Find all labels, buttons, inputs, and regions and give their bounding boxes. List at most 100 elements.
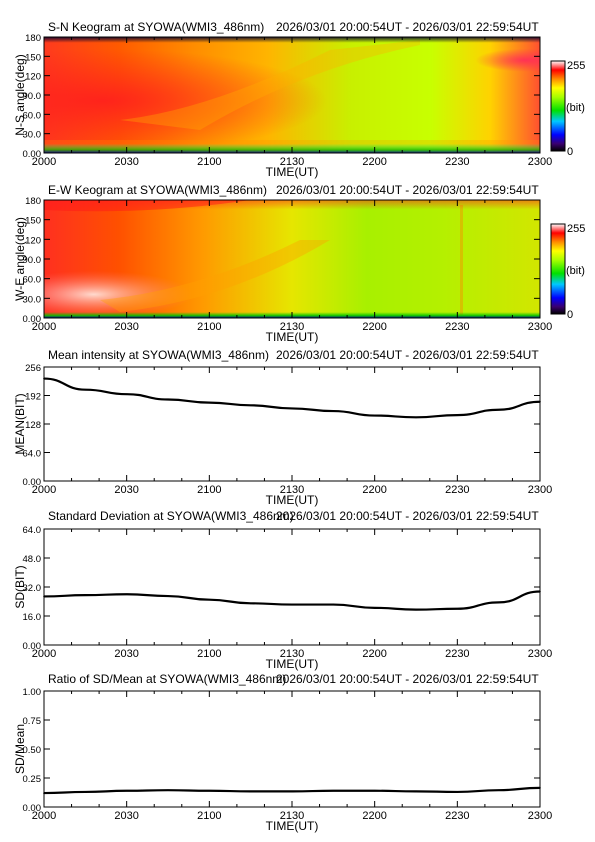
x-tick-label: 2230 (445, 321, 469, 333)
sn-keogram-image (44, 37, 540, 153)
sn-keogram-panel: S-N Keogram at SYOWA(WMI3_486nm) 2026/03… (13, 20, 585, 179)
x-tick-label: 2100 (197, 321, 221, 333)
y-tick-label: 180 (25, 33, 41, 44)
x-tick-label: 2200 (362, 321, 386, 333)
sn-keogram-subtitle: 2026/03/01 20:00:54UT - 2026/03/01 22:59… (276, 20, 539, 34)
data-point (373, 789, 376, 792)
y-axis-label: SD/Mean (13, 724, 27, 774)
y-tick-label: 0.00 (23, 803, 42, 814)
data-point (539, 787, 541, 789)
data-point (249, 602, 252, 605)
x-tick-label: 2030 (114, 810, 138, 822)
x-tick-label: 2000 (32, 156, 56, 168)
sn-colorbar-max: 255 (567, 60, 585, 72)
data-point (208, 598, 211, 601)
data-point (208, 789, 211, 792)
data-point (43, 377, 45, 380)
y-tick-label: 0.75 (23, 716, 42, 727)
data-point (167, 789, 169, 791)
data-point (497, 601, 500, 604)
y-tick-label: 48.0 (23, 554, 42, 565)
x-tick-label: 2300 (528, 156, 552, 168)
y-tick-label: 120 (25, 72, 41, 83)
x-tick-label: 2100 (197, 484, 221, 496)
ew-colorbar: 255 (bit) 0 (550, 223, 585, 321)
data-point (456, 414, 459, 416)
data-point (291, 790, 293, 793)
series-line (43, 786, 541, 795)
sd-plot-frame (43, 528, 541, 646)
x-tick-label: 2230 (445, 156, 469, 168)
data-point (208, 401, 211, 404)
data-point (332, 410, 335, 412)
y-tick-label: 32.0 (23, 583, 42, 594)
x-axis-label: TIME(UT) (266, 330, 319, 344)
data-point (415, 416, 417, 419)
x-tick-label: 2000 (32, 810, 56, 822)
y-tick-label: 150 (25, 52, 41, 63)
x-tick-label: 2100 (197, 810, 221, 822)
y-tick-label: 0.00 (23, 314, 42, 325)
data-point (497, 789, 500, 791)
series-line (43, 377, 541, 419)
data-point (332, 789, 335, 792)
y-tick-label: 60.0 (23, 110, 42, 121)
data-point (43, 595, 45, 598)
x-axis-label: TIME(UT) (266, 493, 319, 507)
data-point (539, 400, 541, 403)
x-tick-label: 2200 (362, 648, 386, 660)
y-tick-label: 16.0 (23, 612, 42, 623)
data-point (125, 593, 128, 596)
data-point (456, 791, 459, 793)
data-point (249, 790, 252, 793)
sn-colorbar-unit: (bit) (566, 102, 585, 114)
y-tick-label: 64.0 (23, 525, 42, 536)
x-tick-label: 2300 (528, 484, 552, 496)
x-tick-label: 2130 (280, 810, 304, 822)
ew-colorbar-unit: (bit) (566, 265, 585, 277)
y-tick-label: 120 (25, 235, 41, 246)
x-tick-label: 2200 (362, 810, 386, 822)
y-tick-label: 90.0 (23, 255, 42, 266)
ew-keogram-image (44, 200, 540, 318)
x-axis-label: TIME(UT) (266, 165, 319, 179)
y-axis-label: W-E angle(deg) (13, 217, 27, 301)
data-point (43, 792, 45, 794)
x-tick-label: 2000 (32, 648, 56, 660)
y-tick-label: 1.00 (23, 687, 42, 698)
x-tick-label: 2130 (280, 321, 304, 333)
y-tick-label: 128 (25, 420, 41, 431)
ratio-panel: Ratio of SD/Mean at SYOWA(WMI3_486nm) 20… (13, 672, 552, 833)
x-tick-label: 2130 (280, 648, 304, 660)
data-point (125, 393, 128, 395)
y-tick-label: 30.0 (23, 130, 42, 141)
x-tick-label: 2030 (114, 321, 138, 333)
data-point (291, 407, 293, 410)
data-point (249, 404, 252, 407)
ratio-subtitle: 2026/03/01 20:00:54UT - 2026/03/01 22:59… (276, 672, 539, 686)
data-point (497, 408, 500, 411)
x-tick-label: 2200 (362, 156, 386, 168)
data-point (84, 791, 87, 793)
ratio-title: Ratio of SD/Mean at SYOWA(WMI3_486nm) (48, 672, 286, 686)
series-line (43, 590, 541, 611)
data-point (167, 398, 169, 401)
x-tick-label: 2030 (114, 648, 138, 660)
y-tick-label: 150 (25, 216, 41, 227)
sn-colorbar: 255 (bit) 0 (550, 60, 585, 158)
y-tick-label: 0.50 (23, 745, 42, 756)
sn-colorbar-min: 0 (567, 146, 573, 158)
sd-title: Standard Deviation at SYOWA(WMI3_486nm) (48, 509, 294, 523)
data-point (84, 388, 87, 391)
x-tick-label: 2200 (362, 484, 386, 496)
y-axis-label: MEAN(BIT) (13, 393, 27, 454)
x-tick-label: 2030 (114, 156, 138, 168)
y-tick-label: 0.00 (23, 477, 42, 488)
y-tick-label: 60.0 (23, 275, 42, 286)
x-tick-label: 2030 (114, 484, 138, 496)
y-tick-label: 0.25 (23, 774, 42, 785)
ew-colorbar-min: 0 (567, 309, 573, 321)
x-tick-label: 2130 (280, 484, 304, 496)
y-tick-label: 0.00 (23, 149, 42, 160)
